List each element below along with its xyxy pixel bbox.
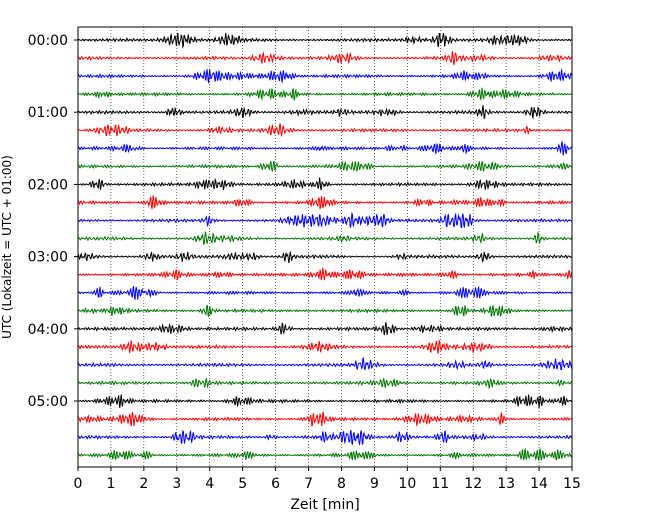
x-axis-ticks: 0 1 2 3 4 5 6 7 8 9 10 11 12 13 14 15: [74, 467, 581, 492]
trace-04:00: [77, 321, 573, 336]
x-tick-label: 9: [370, 476, 379, 492]
y-tick-label: 05:00: [28, 394, 68, 410]
trace-04:15: [77, 339, 573, 354]
trace-02:30: [77, 211, 573, 228]
y-tick-label: 00:00: [28, 33, 68, 49]
x-tick-label: 4: [205, 476, 214, 492]
trace-01:45: [77, 160, 573, 173]
trace-03:45: [77, 304, 573, 318]
x-tick-label: 6: [271, 476, 280, 492]
y-tick-label: 03:00: [28, 250, 68, 266]
trace-03:30: [77, 285, 573, 300]
y-tick-label: 04:00: [28, 322, 68, 338]
trace-05:30: [77, 429, 573, 447]
trace-01:30: [77, 141, 573, 156]
x-tick-label: 10: [398, 476, 416, 492]
trace-01:15: [77, 123, 573, 138]
grid-lines: [110, 27, 540, 467]
x-tick-label: 5: [238, 476, 247, 492]
trace-01:00: [77, 105, 573, 120]
trace-00:30: [77, 69, 573, 84]
trace-00:45: [77, 87, 573, 101]
plot-frame: [77, 26, 573, 468]
trace-03:00: [77, 251, 573, 264]
x-tick-label: 1: [106, 476, 115, 492]
trace-03:15: [77, 267, 573, 282]
trace-04:30: [77, 357, 573, 371]
trace-00:15: [77, 51, 573, 66]
x-tick-label: 11: [431, 476, 449, 492]
y-tick-label: 02:00: [28, 177, 68, 193]
y-tick-label: 01:00: [28, 105, 68, 121]
trace-00:00: [77, 32, 573, 49]
trace-04:45: [77, 377, 573, 389]
trace-02:00: [77, 177, 573, 191]
x-tick-label: 0: [74, 476, 83, 492]
trace-02:15: [77, 195, 573, 210]
trace-02:45: [77, 231, 573, 245]
y-axis-label: UTC (Lokalzeit = UTC + 01:00): [0, 155, 14, 339]
trace-05:15: [77, 411, 573, 427]
x-axis-label: Zeit [min]: [290, 497, 359, 513]
x-tick-label: 8: [337, 476, 346, 492]
trace-05:00: [77, 394, 573, 409]
x-tick-label: 3: [172, 476, 181, 492]
x-tick-label: 2: [139, 476, 148, 492]
x-tick-label: 14: [530, 476, 548, 492]
trace-lines: [77, 32, 573, 462]
x-tick-label: 12: [464, 476, 482, 492]
x-tick-label: 7: [304, 476, 313, 492]
trace-05:45: [77, 447, 573, 462]
x-tick-label: 15: [563, 476, 581, 492]
x-tick-label: 13: [497, 476, 515, 492]
y-axis-ticks: 00:00 01:00 02:00 03:00 04:00 05:00: [28, 33, 78, 410]
